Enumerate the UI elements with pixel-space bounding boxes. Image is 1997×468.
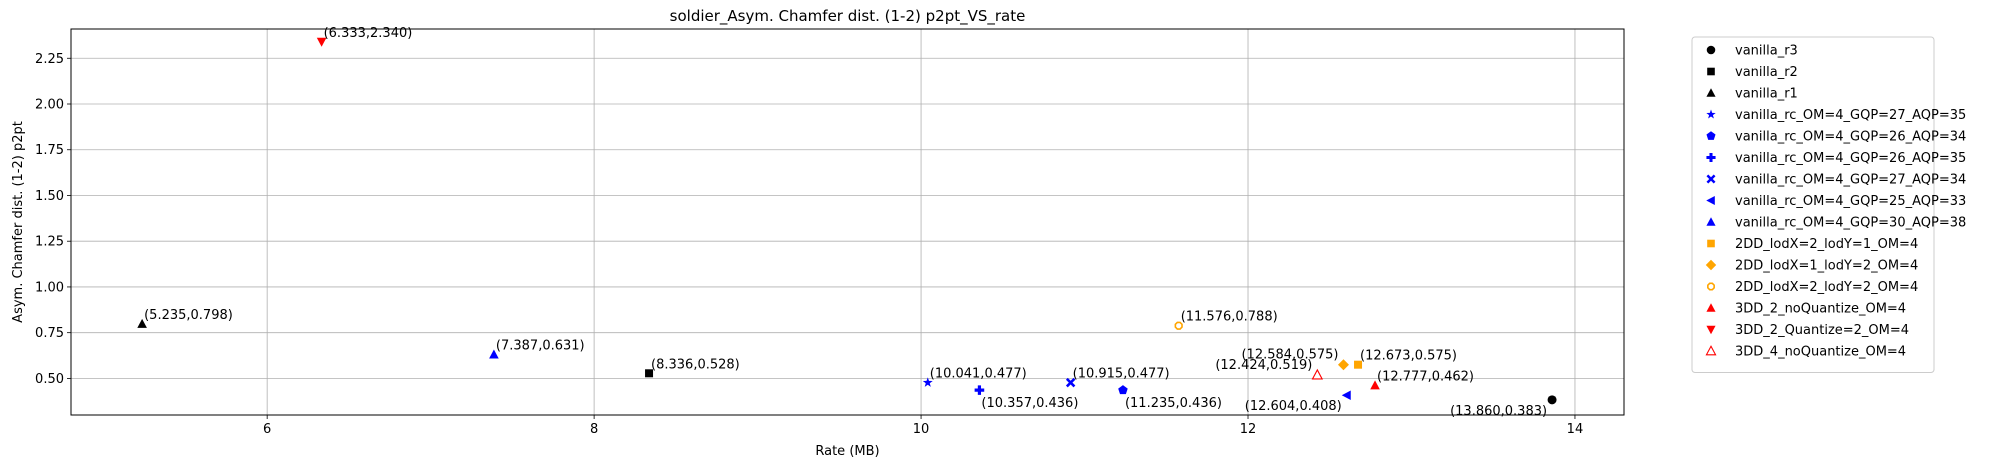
legend-label: vanilla_r1 <box>1735 87 1798 102</box>
data-points: (13.860,0.383) (8.336,0.528) (5.235,0.798)… <box>137 26 1557 419</box>
legend-label: 2DD_lodX=2_lodY=2_OM=4 <box>1735 280 1918 295</box>
legend-item: 2DD_lodX=2_lodY=1_OM=4 <box>1707 237 1918 252</box>
point-label: (13.860,0.383) <box>1450 404 1547 419</box>
legend-label: vanilla_rc_OM=4_GQP=25_AQP=33 <box>1735 194 1966 209</box>
legend-marker <box>1706 152 1716 163</box>
data-point <box>922 377 933 387</box>
legend-item: vanilla_rc_OM=4_GQP=30_AQP=38 <box>1706 216 1966 231</box>
point-label: (10.915,0.477) <box>1073 367 1170 382</box>
legend-marker <box>1706 88 1716 97</box>
grid <box>71 29 1624 415</box>
legend-label: vanilla_rc_OM=4_GQP=30_AQP=38 <box>1735 216 1966 231</box>
data-point <box>1118 385 1128 395</box>
point-label: (12.673,0.575) <box>1360 349 1457 364</box>
data-point <box>974 385 985 395</box>
legend-item: vanilla_r3 <box>1706 44 1798 59</box>
point-label: (12.777,0.462) <box>1377 369 1474 384</box>
legend-label: vanilla_rc_OM=4_GQP=26_AQP=35 <box>1735 151 1966 166</box>
y-tick-label: 0.50 <box>35 372 64 387</box>
legend-item: vanilla_rc_OM=4_GQP=27_AQP=34 <box>1706 173 1966 188</box>
point-label: (8.336,0.528) <box>651 357 740 372</box>
x-axis-label: Rate (MB) <box>815 444 879 459</box>
y-tick-label: 2.00 <box>35 98 64 113</box>
legend-label: vanilla_r2 <box>1735 65 1798 80</box>
legend-item: vanilla_r1 <box>1706 87 1798 102</box>
y-tick-label: 1.00 <box>35 280 64 295</box>
legend: vanilla_r3 vanilla_r2 vanilla_r1 vanilla_rc… <box>1691 36 1966 373</box>
data-point <box>489 349 499 359</box>
legend-marker <box>1707 67 1715 76</box>
legend-item: vanilla_rc_OM=4_GQP=25_AQP=33 <box>1706 194 1966 209</box>
legend-item: 2DD_lodX=2_lodY=2_OM=4 <box>1707 280 1918 295</box>
data-point <box>1354 360 1363 369</box>
y-axis-label: Asym. Chamfer dist. (1-2) p2pt <box>11 121 26 323</box>
legend-item: 3DD_2_noQuantize_OM=4 <box>1706 302 1906 317</box>
y-tick-label: 2.25 <box>35 52 64 67</box>
plot-frame <box>70 28 1625 416</box>
x-tick-label: 10 <box>913 422 930 437</box>
point-label: (11.576,0.788) <box>1181 310 1278 325</box>
legend-item: vanilla_r2 <box>1707 65 1798 80</box>
data-point <box>1547 395 1557 405</box>
legend-item: 3DD_2_Quantize=2_OM=4 <box>1706 323 1909 338</box>
x-tick-label: 12 <box>1240 422 1257 437</box>
legend-marker <box>1707 239 1715 248</box>
legend-marker <box>1706 195 1715 206</box>
data-point <box>1370 380 1380 390</box>
y-tick-label: 1.25 <box>35 235 64 250</box>
point-label: (12.584,0.575) <box>1241 348 1338 363</box>
point-label: (12.424,0.519) <box>1215 358 1312 373</box>
legend-item: 3DD_4_noQuantize_OM=4 <box>1705 345 1906 360</box>
legend-label: vanilla_r3 <box>1735 44 1798 59</box>
point-label: (10.357,0.436) <box>981 396 1078 411</box>
point-label: (6.333,2.340) <box>324 26 413 41</box>
legend-item: vanilla_rc_OM=4_GQP=26_AQP=35 <box>1706 151 1966 166</box>
legend-item: vanilla_rc_OM=4_GQP=26_AQP=34 <box>1706 130 1966 145</box>
data-point <box>1337 359 1349 371</box>
axis-ticks: 6 8 10 12 14 0.50 0.75 1.00 1.25 1.50 1.75 2.00 2.25 <box>35 52 1583 437</box>
data-point <box>137 318 147 328</box>
legend-marker <box>1707 282 1715 291</box>
legend-marker <box>1705 345 1717 356</box>
x-tick-label: 8 <box>590 422 598 437</box>
data-point <box>645 369 654 378</box>
data-point <box>316 37 327 47</box>
point-label: (7.387,0.631) <box>496 338 585 353</box>
data-point <box>1341 390 1351 401</box>
point-label: (10.041,0.477) <box>930 367 1027 382</box>
y-tick-label: 1.75 <box>35 143 64 158</box>
point-label: (11.235,0.436) <box>1125 396 1222 411</box>
legend-label: 2DD_lodX=1_lodY=2_OM=4 <box>1735 259 1918 274</box>
chart-title: soldier_Asym. Chamfer dist. (1-2) p2pt_V… <box>670 7 1026 26</box>
data-point <box>1174 321 1183 330</box>
y-tick-label: 1.50 <box>35 189 64 204</box>
legend-label: 3DD_2_noQuantize_OM=4 <box>1735 302 1906 317</box>
legend-item: 2DD_lodX=1_lodY=2_OM=4 <box>1705 259 1918 274</box>
legend-marker <box>1706 109 1716 119</box>
legend-label: vanilla_rc_OM=4_GQP=27_AQP=34 <box>1735 173 1966 188</box>
data-point <box>1065 377 1076 388</box>
legend-label: 2DD_lodX=2_lodY=1_OM=4 <box>1735 237 1918 252</box>
point-label: (5.235,0.798) <box>144 308 233 323</box>
legend-marker <box>1706 131 1716 140</box>
legend-marker <box>1706 174 1716 184</box>
legend-box <box>1691 36 1935 373</box>
point-label: (12.604,0.408) <box>1245 399 1342 414</box>
legend-marker <box>1706 325 1716 335</box>
legend-label: 3DD_4_noQuantize_OM=4 <box>1735 345 1906 360</box>
y-tick-label: 0.75 <box>35 326 64 341</box>
legend-label: vanilla_rc_OM=4_GQP=27_AQP=35 <box>1735 108 1966 123</box>
legend-label: 3DD_2_Quantize=2_OM=4 <box>1735 323 1909 338</box>
legend-marker <box>1706 217 1716 226</box>
x-tick-label: 6 <box>263 422 271 437</box>
data-point <box>1311 368 1324 380</box>
legend-marker <box>1705 259 1717 271</box>
legend-item: vanilla_rc_OM=4_GQP=27_AQP=35 <box>1706 108 1966 123</box>
legend-marker <box>1706 45 1716 55</box>
x-tick-label: 14 <box>1567 422 1584 437</box>
legend-marker <box>1706 303 1716 312</box>
legend-label: vanilla_rc_OM=4_GQP=26_AQP=34 <box>1735 130 1966 145</box>
